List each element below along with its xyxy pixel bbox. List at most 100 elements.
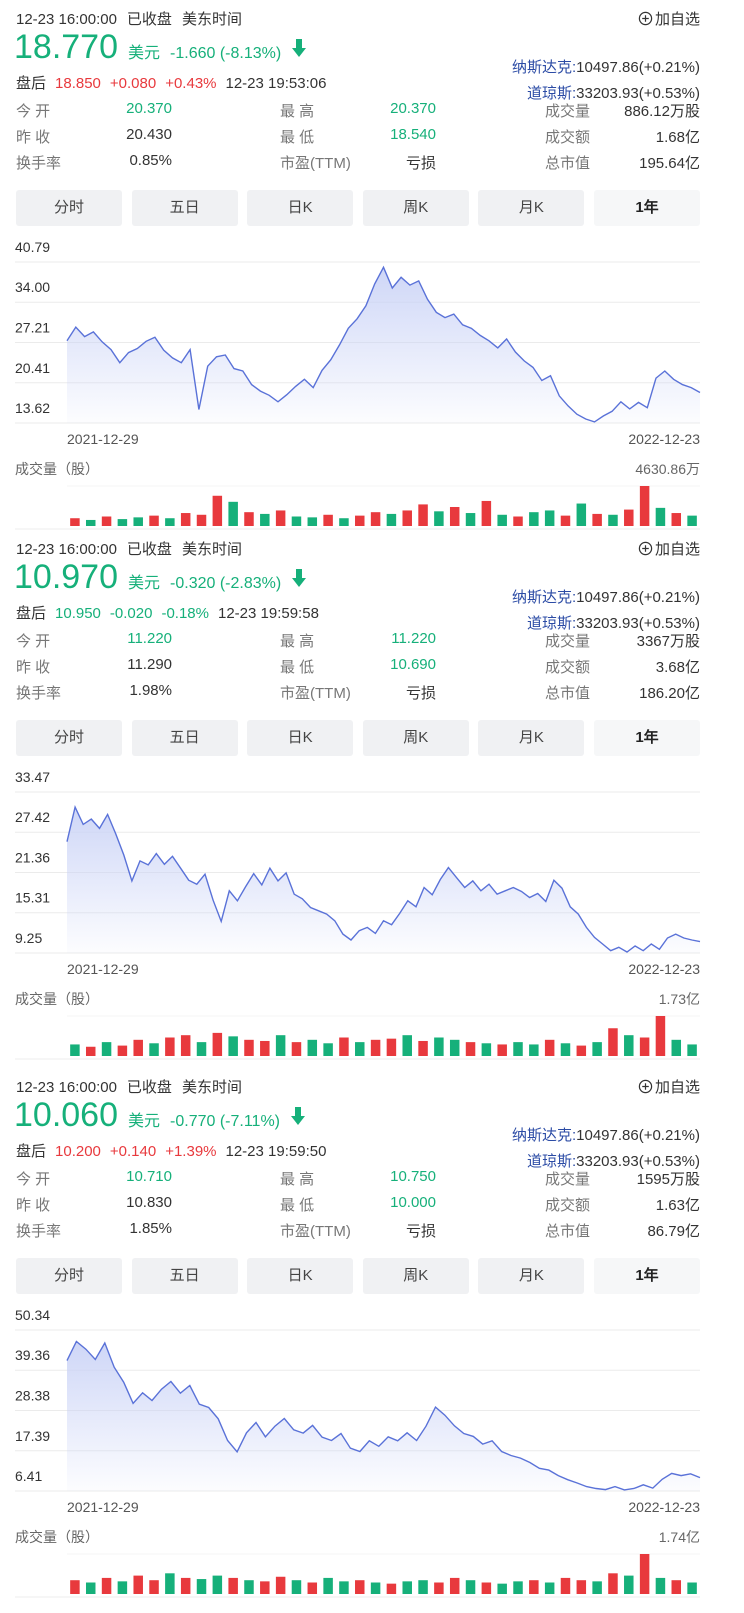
stat-value: 1.85% <box>129 1220 172 1237</box>
index-row: 道琼斯:33203.93(+0.53%) <box>527 1150 700 1171</box>
after-value: +0.140 <box>109 1143 157 1160</box>
volume-bar <box>165 518 175 526</box>
period-tab[interactable]: 月K <box>478 190 585 226</box>
stat-value: 10.690 <box>390 656 436 673</box>
volume-bar <box>671 1580 682 1594</box>
period-tab[interactable]: 五日 <box>131 720 238 756</box>
x-tick-label: 2022-12-23 <box>628 961 700 977</box>
after-label: 盘后 <box>16 1143 47 1160</box>
volume-bar <box>687 515 697 526</box>
stat-value: 11.290 <box>127 656 172 673</box>
volume-bar <box>260 1040 270 1056</box>
period-tab[interactable]: 日K <box>247 1258 354 1294</box>
volume-bar <box>497 1044 507 1056</box>
index-row: 道琼斯:33203.93(+0.53%) <box>527 82 700 103</box>
volume-bar <box>639 1554 650 1594</box>
stat-value: 10.710 <box>126 1168 172 1185</box>
period-tab[interactable]: 月K <box>478 1258 585 1294</box>
volume-bar <box>212 495 223 526</box>
quote-time: 12-23 16:00:00 <box>16 541 117 558</box>
stat-value: 86.79亿 <box>647 1223 700 1240</box>
y-tick-label: 17.39 <box>15 1428 50 1444</box>
period-tab[interactable]: 五日 <box>131 1258 238 1294</box>
volume-bar <box>418 504 428 526</box>
header-row: 12-23 16:00:00 已收盘 美东时间 <box>16 8 242 29</box>
volume-bar <box>70 1580 80 1594</box>
volume-bar <box>165 1037 175 1056</box>
period-tab[interactable]: 日K <box>247 190 354 226</box>
period-tab[interactable]: 分时 <box>16 720 122 756</box>
stat-label: 换手率 <box>16 685 62 702</box>
volume-bar <box>386 513 397 526</box>
x-tick-label: 2022-12-23 <box>628 431 700 447</box>
add-watchlist[interactable]: 加自选 <box>638 538 700 559</box>
volume-max-label: 1.73亿 <box>659 991 700 1007</box>
period-tab[interactable]: 1年 <box>594 720 700 756</box>
stat-value: 11.220 <box>391 630 436 647</box>
stat-label: 成交额 <box>545 1197 591 1214</box>
volume-bar <box>165 1573 175 1594</box>
plus-icon <box>638 1079 653 1094</box>
volume-bar <box>529 1044 539 1056</box>
volume-bar <box>465 1580 476 1594</box>
volume-bar <box>275 510 286 526</box>
after-value: +1.39% <box>165 1143 217 1160</box>
period-tab[interactable]: 1年 <box>594 190 700 226</box>
volume-bar <box>370 1039 381 1056</box>
price-row: 10.970 美元 -0.320 (-2.83%) <box>14 558 307 597</box>
volume-bar <box>196 514 207 526</box>
period-tab[interactable]: 1年 <box>594 1258 700 1294</box>
add-watchlist[interactable]: 加自选 <box>638 8 700 29</box>
volume-bar <box>624 1035 634 1056</box>
period-tab[interactable]: 分时 <box>16 1258 122 1294</box>
period-tab[interactable]: 五日 <box>131 190 238 226</box>
volume-bar <box>117 1045 128 1056</box>
stat-label: 今 开 <box>16 633 51 650</box>
volume-bar <box>624 509 634 526</box>
volume-bar <box>544 1039 555 1056</box>
stat-value: 195.64亿 <box>639 155 700 172</box>
currency: 美元 <box>128 1113 161 1130</box>
index-name: 道琼斯: <box>526 1153 577 1170</box>
quote-time: 12-23 16:00:00 <box>16 11 117 28</box>
x-tick-label: 2022-12-23 <box>628 1499 700 1515</box>
period-tab[interactable]: 周K <box>362 1258 469 1294</box>
period-tab[interactable]: 分时 <box>16 190 122 226</box>
after-time: 12-23 19:53:06 <box>225 75 327 92</box>
index-name: 道琼斯: <box>526 85 577 102</box>
volume-bar <box>196 1579 207 1594</box>
volume-bar <box>149 1043 159 1056</box>
after-label: 盘后 <box>16 605 47 622</box>
volume-bar <box>307 517 318 526</box>
y-tick-label: 20.41 <box>15 360 50 376</box>
y-tick-label: 33.47 <box>15 769 50 785</box>
plus-icon <box>638 541 653 556</box>
watch-text: 加自选 <box>654 1079 700 1096</box>
stat-label: 总市值 <box>545 1223 591 1240</box>
timezone: 美东时间 <box>181 1079 242 1096</box>
volume-bar <box>275 1035 286 1056</box>
stat-label: 换手率 <box>16 1223 62 1240</box>
price-row: 10.060 美元 -0.770 (-7.11%) <box>14 1096 306 1135</box>
index-name: 纳斯达克: <box>511 59 577 76</box>
volume-bar <box>402 510 412 526</box>
period-tab[interactable]: 周K <box>362 720 469 756</box>
index-value: 33203.93(+0.53%) <box>576 615 700 632</box>
add-watchlist[interactable]: 加自选 <box>638 1076 700 1097</box>
market-status: 已收盘 <box>126 1079 172 1096</box>
volume-bar <box>465 1042 476 1056</box>
volume-bar <box>323 514 333 526</box>
volume-bar <box>370 1582 381 1594</box>
volume-bar <box>497 1583 507 1594</box>
index-row: 纳斯达克:10497.86(+0.21%) <box>512 1124 700 1145</box>
volume-bar <box>544 1582 555 1594</box>
period-tab[interactable]: 日K <box>247 720 354 756</box>
period-tab[interactable]: 周K <box>362 190 469 226</box>
volume-bar <box>339 1581 349 1594</box>
change: -0.320 (-2.83%) <box>170 575 282 592</box>
index-value: 33203.93(+0.53%) <box>576 1153 700 1170</box>
icon-circle <box>638 541 653 556</box>
stat-value: 3367万股 <box>636 633 700 650</box>
period-tab[interactable]: 月K <box>478 720 585 756</box>
volume-bar <box>513 1581 523 1594</box>
